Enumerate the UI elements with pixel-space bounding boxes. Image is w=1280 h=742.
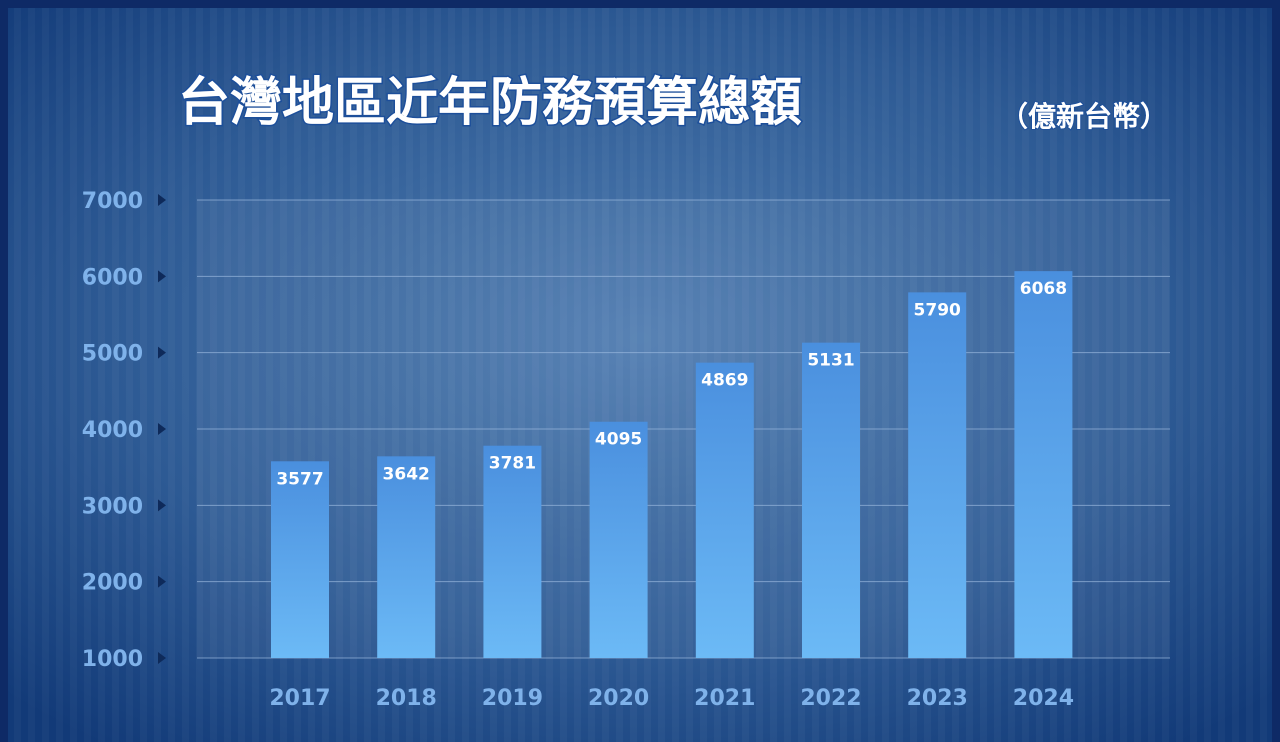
bar <box>377 456 436 658</box>
y-tick-label: 7000 <box>82 189 143 214</box>
y-tick-label: 4000 <box>82 418 143 443</box>
bar <box>483 445 542 658</box>
y-tick-marker <box>158 575 166 588</box>
value-label: 4869 <box>701 371 748 391</box>
bar <box>1014 271 1073 658</box>
y-tick-marker <box>158 652 166 664</box>
y-tick-marker <box>158 499 166 512</box>
y-tick-label: 1000 <box>82 647 143 672</box>
value-label: 5131 <box>807 351 854 371</box>
bar <box>695 362 754 658</box>
y-tick-marker <box>158 423 166 435</box>
x-tick-label: 2021 <box>694 686 755 711</box>
bar <box>589 421 648 658</box>
y-tick-label: 6000 <box>82 265 143 290</box>
y-tick-label: 5000 <box>82 342 143 367</box>
value-label: 3781 <box>489 454 536 474</box>
x-tick-label: 2020 <box>588 686 649 711</box>
x-tick-label: 2024 <box>1013 686 1074 711</box>
x-tick-label: 2018 <box>376 686 437 711</box>
bar <box>271 461 329 658</box>
value-label: 3577 <box>276 469 323 489</box>
x-tick-label: 2022 <box>800 686 861 711</box>
bar <box>802 342 860 658</box>
x-tick-label: 2017 <box>269 686 330 711</box>
value-label: 3642 <box>383 464 430 484</box>
y-tick-marker <box>158 346 166 359</box>
y-tick-marker <box>158 270 166 283</box>
y-tick-label: 3000 <box>82 494 143 519</box>
value-label: 5790 <box>914 300 961 320</box>
chart-subtitle: （億新台幣） <box>1000 100 1168 133</box>
chart-title: 台灣地區近年防務預算總額 <box>178 73 802 133</box>
bar <box>908 292 967 658</box>
y-tick-marker <box>158 194 166 206</box>
y-tick-label: 2000 <box>82 571 143 596</box>
x-tick-label: 2019 <box>482 686 543 711</box>
value-label: 4095 <box>595 430 642 450</box>
value-label: 6068 <box>1020 279 1067 299</box>
x-tick-label: 2023 <box>907 686 968 711</box>
